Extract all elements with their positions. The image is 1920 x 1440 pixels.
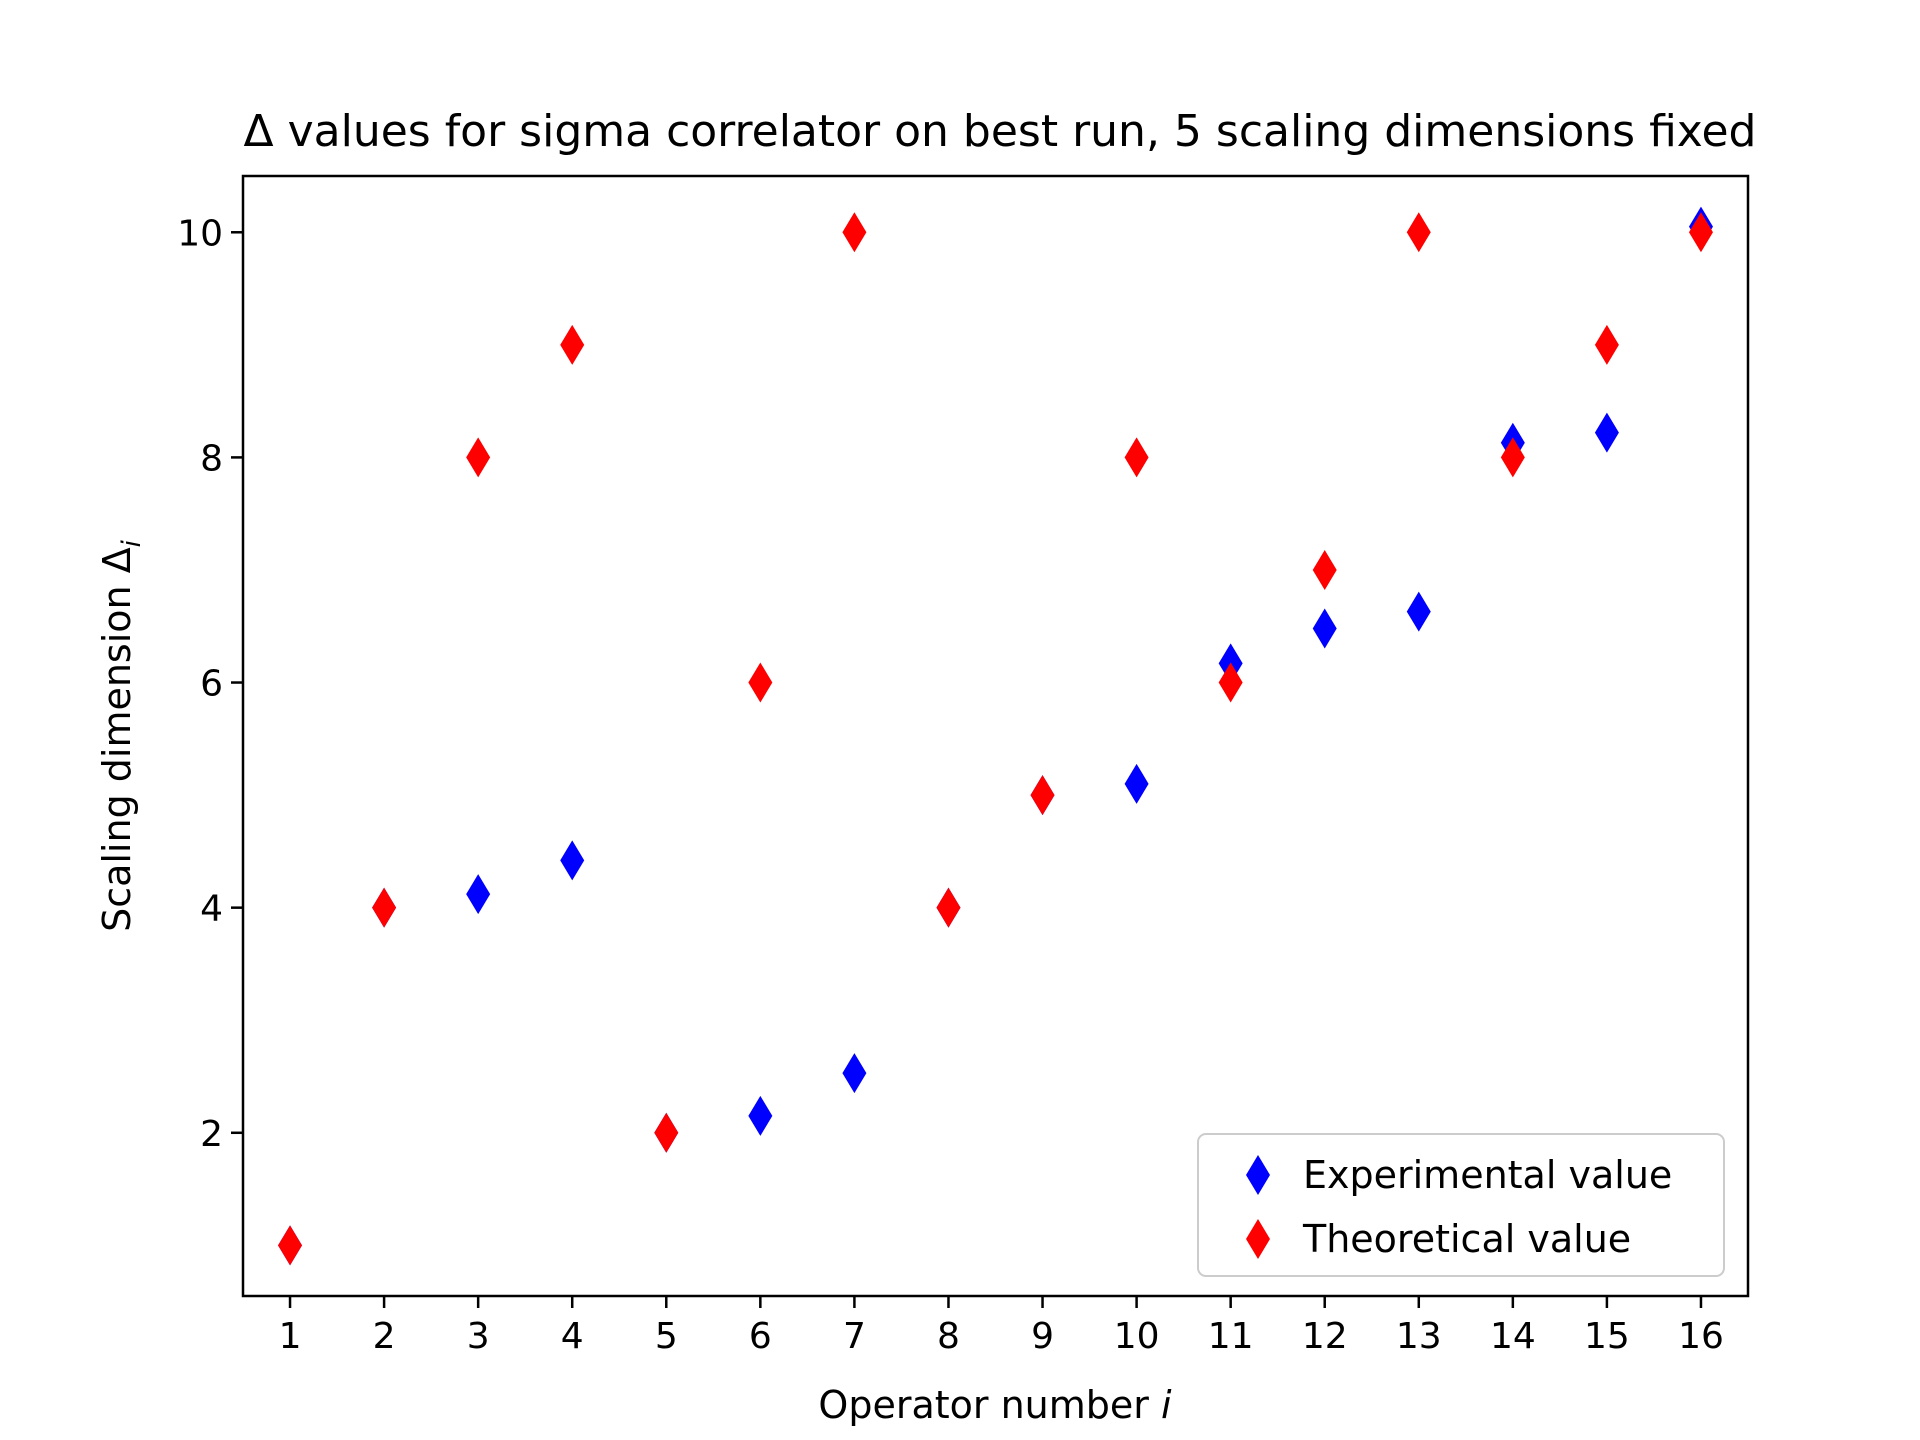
data-point (1312, 549, 1337, 590)
series-experimental (278, 206, 1713, 1266)
data-point (560, 840, 585, 881)
data-point (842, 212, 867, 253)
x-tick-label: 7 (843, 1316, 866, 1357)
legend-marker (1246, 1219, 1270, 1259)
series-layer (278, 206, 1713, 1266)
data-point (1124, 763, 1149, 804)
x-axis-ticks: 1 2 3 4 5 6 7 8 9 10 11 12 13 14 15 16 (279, 1296, 1724, 1357)
plot-area-frame (241, 174, 1750, 1298)
x-tick-label: 12 (1302, 1316, 1348, 1357)
legend: Experimental value Theoretical value (1197, 1133, 1725, 1277)
x-tick-label: 1 (279, 1316, 302, 1357)
legend-marker (1246, 1155, 1270, 1195)
legend-label: Experimental value (1303, 1153, 1672, 1197)
data-point (748, 1095, 773, 1136)
data-point (1406, 212, 1431, 253)
y-axis-ticks: 2 4 6 8 10 (177, 213, 243, 1155)
data-point (842, 1053, 867, 1094)
x-axis-label: Operator number i (818, 1383, 1172, 1427)
x-tick-label: 6 (749, 1316, 772, 1357)
series-theoretical (278, 212, 1713, 1266)
data-point (1030, 775, 1055, 816)
data-point (1124, 437, 1149, 478)
x-tick-label: 4 (561, 1316, 584, 1357)
data-point (748, 662, 773, 703)
legend-box (1197, 1133, 1725, 1277)
x-tick-label: 13 (1396, 1316, 1442, 1357)
x-tick-label: 3 (467, 1316, 490, 1357)
x-tick-label: 11 (1208, 1316, 1254, 1357)
chart-title: Δ values for sigma correlator on best ru… (244, 106, 1757, 157)
data-point (1594, 412, 1619, 453)
data-point (654, 1112, 679, 1153)
y-tick-label: 2 (200, 1114, 223, 1155)
x-tick-label: 2 (373, 1316, 396, 1357)
data-point (1688, 212, 1713, 253)
data-point (372, 887, 397, 928)
data-point (560, 324, 585, 365)
x-tick-label: 10 (1114, 1316, 1160, 1357)
data-point (1406, 591, 1431, 632)
x-tick-label: 16 (1678, 1316, 1724, 1357)
y-tick-label: 10 (177, 213, 223, 254)
data-point (278, 1225, 303, 1266)
y-tick-label: 6 (200, 664, 223, 705)
data-point (936, 887, 961, 928)
x-tick-label: 5 (655, 1316, 678, 1357)
x-tick-label: 14 (1490, 1316, 1536, 1357)
y-axis-label: Scaling dimension Δi (95, 539, 147, 932)
data-point (1500, 437, 1525, 478)
data-point (466, 874, 491, 915)
legend-label: Theoretical value (1302, 1217, 1631, 1261)
y-tick-label: 8 (200, 438, 223, 479)
data-point (1312, 608, 1337, 649)
data-point (1594, 324, 1619, 365)
x-tick-label: 8 (937, 1316, 960, 1357)
x-tick-label: 9 (1031, 1316, 1054, 1357)
data-point (466, 437, 491, 478)
y-tick-label: 4 (200, 889, 223, 930)
data-point (1218, 662, 1243, 703)
x-tick-label: 15 (1584, 1316, 1630, 1357)
